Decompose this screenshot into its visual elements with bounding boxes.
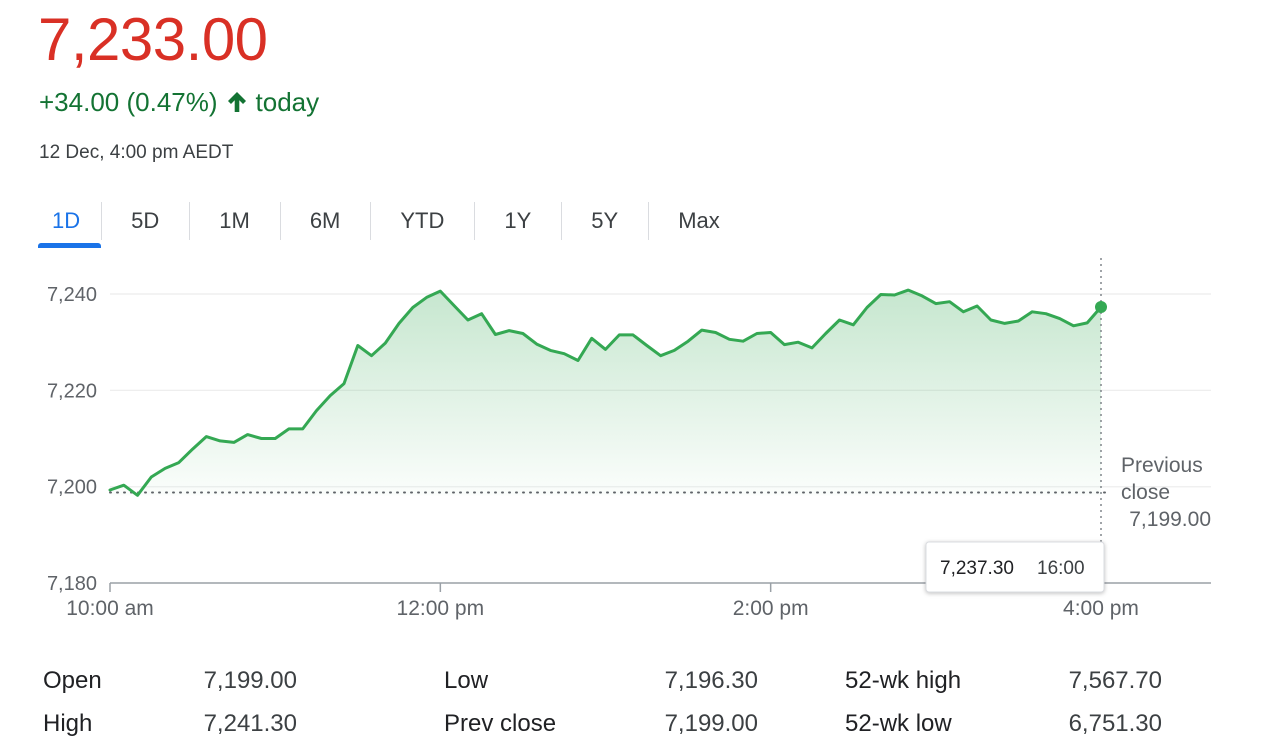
stat-value-open: 7,199.00: [203, 667, 297, 694]
stat-label-52wk-high: 52-wk high: [845, 667, 962, 694]
tooltip-value: 7,237.30: [940, 558, 1014, 579]
price-area: [110, 290, 1101, 496]
tooltip-box: [925, 541, 1105, 593]
stat-value-high: 7,241.30: [203, 710, 297, 737]
price-line: [108, 288, 1103, 497]
stat-value-low: 7,196.30: [664, 667, 758, 694]
stat-label-open: Open: [43, 667, 102, 694]
y-tick-label: 7,220: [47, 380, 97, 402]
arrow-up-icon: [227, 92, 246, 112]
tab-max[interactable]: Max: [648, 198, 750, 248]
hover-tooltip: 7,237.30 16:00: [925, 541, 1105, 593]
y-tick-label: 7,240: [47, 284, 97, 306]
tab-5y[interactable]: 5Y: [561, 198, 648, 248]
tab-6m[interactable]: 6M: [279, 198, 371, 248]
stat-value-52wk-low: 6,751.30: [1068, 710, 1162, 737]
previous-close-text: Previous: [1121, 454, 1203, 477]
tab-1d[interactable]: 1D: [38, 198, 102, 248]
key-stats: Open 7,199.00 High 7,241.30 Low 7,196.30…: [0, 658, 1286, 756]
tab-ytd[interactable]: YTD: [370, 198, 474, 248]
change-period: today: [255, 87, 320, 117]
stat-label-low: Low: [444, 667, 489, 694]
stat-value-prev-close: 7,199.00: [664, 710, 758, 737]
previous-close-label: Previous close 7,199.00: [1121, 454, 1211, 531]
tab-1m[interactable]: 1M: [189, 198, 280, 248]
tooltip-time: 16:00: [1037, 558, 1085, 579]
x-tick-label: 10:00 am: [66, 597, 154, 620]
previous-close-text: close: [1121, 481, 1170, 504]
current-price: 7,233.00: [38, 6, 268, 73]
tab-5d[interactable]: 5D: [101, 198, 189, 248]
stat-label-52wk-low: 52-wk low: [845, 710, 952, 737]
y-tick-label: 7,200: [47, 477, 97, 499]
y-axis-labels: 7,240 7,220 7,200 7,180: [47, 284, 97, 595]
x-tick-label: 12:00 pm: [397, 597, 485, 620]
x-tick-label: 4:00 pm: [1063, 597, 1139, 620]
price-change: +34.00 (0.47%) today: [39, 86, 319, 118]
price-chart[interactable]: 7,240 7,220 7,200 7,180 10:00 am 12:00 pm 2:0…: [0, 0, 1286, 650]
stat-value-52wk-high: 7,567.70: [1068, 667, 1162, 694]
x-tick-label: 2:00 pm: [733, 597, 809, 620]
y-tick-label: 7,180: [47, 573, 97, 595]
previous-close-text: 7,199.00: [1129, 508, 1211, 531]
stat-label-prev-close: Prev close: [444, 710, 557, 737]
cursor-dot: [1095, 301, 1107, 314]
range-tabs: 1D 5D 1M 6M YTD 1Y 5Y Max: [38, 198, 750, 248]
x-axis-ticks: 10:00 am 12:00 pm 2:00 pm 4:00 pm: [66, 583, 1139, 620]
tab-1y[interactable]: 1Y: [474, 198, 561, 248]
change-value: +34.00 (0.47%): [39, 87, 218, 117]
quote-timestamp: 12 Dec, 4:00 pm AEDT: [39, 142, 234, 163]
stat-label-high: High: [43, 710, 93, 737]
